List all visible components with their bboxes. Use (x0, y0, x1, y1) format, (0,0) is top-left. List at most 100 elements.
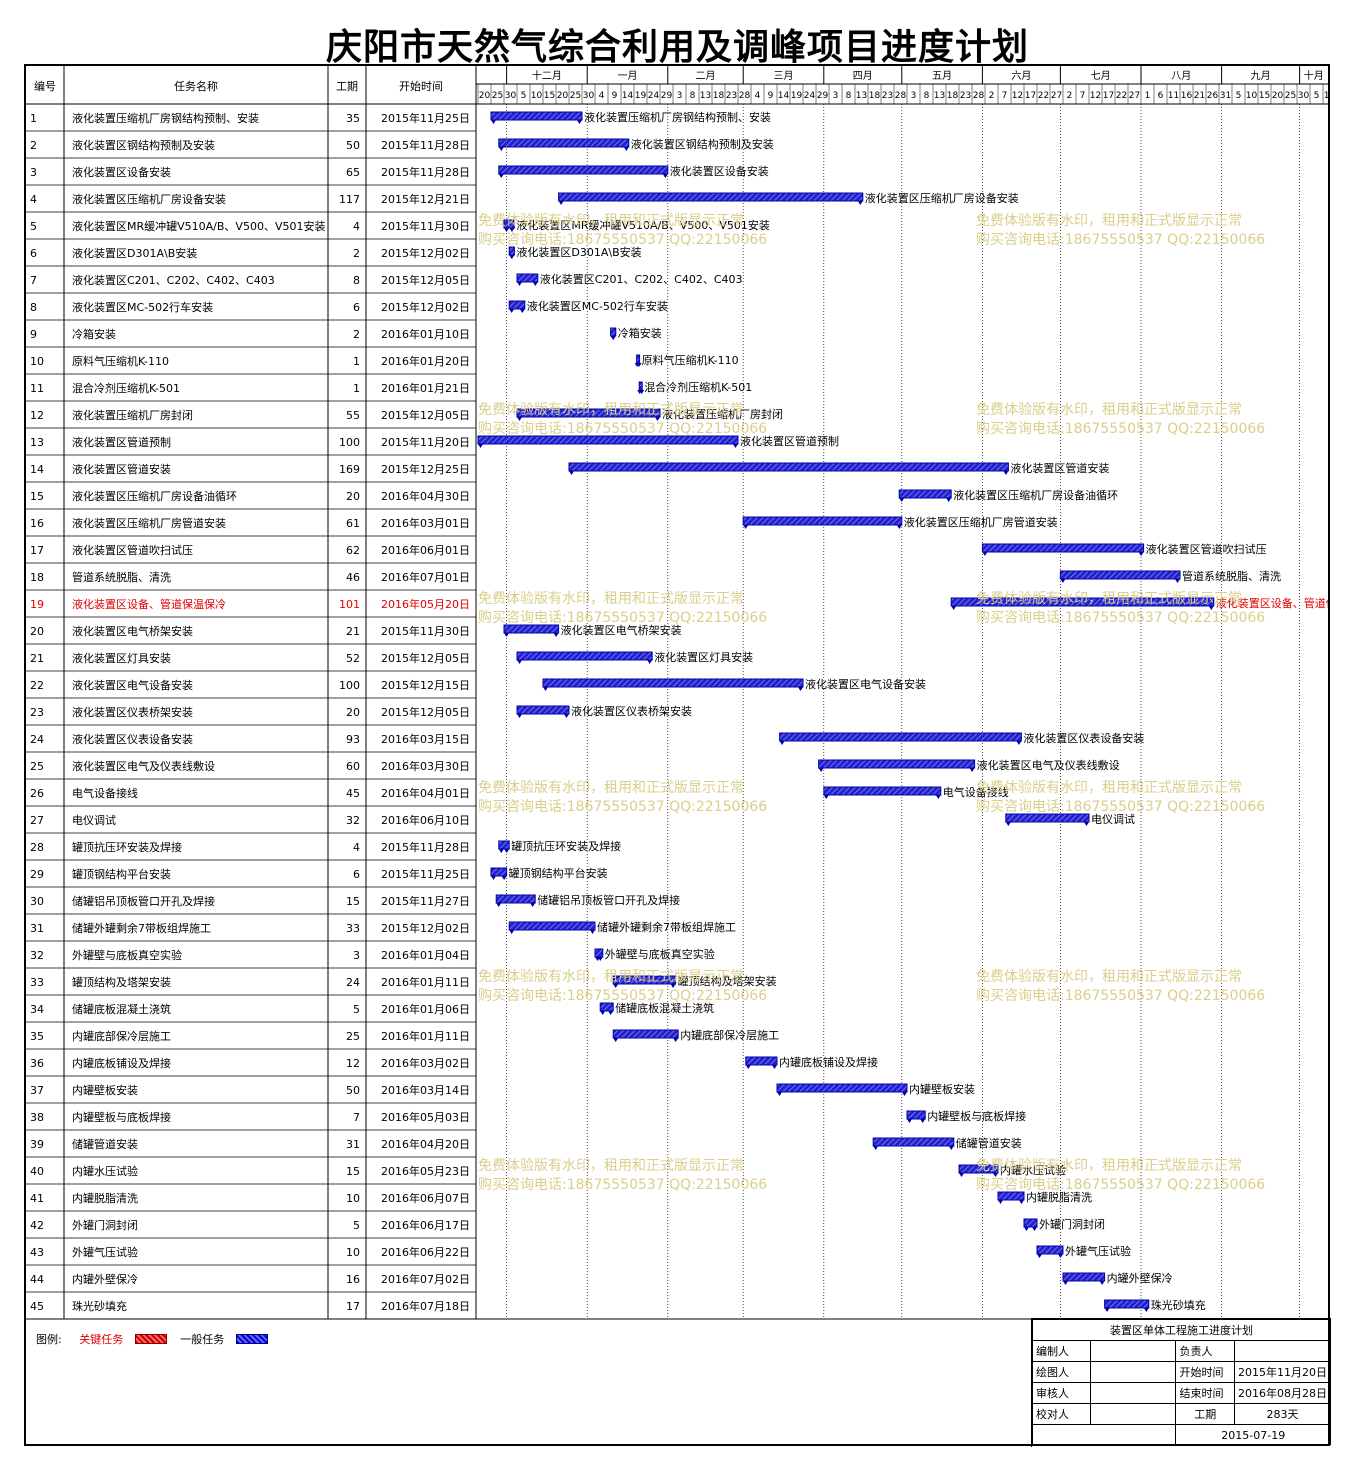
task-name: 液化装置区钢结构预制及安装 (72, 138, 215, 152)
task-bar-label: 内罐壁板与底板焊接 (927, 1109, 1026, 1123)
task-bar (898, 489, 952, 499)
task-bar-label: 内罐壁板安装 (909, 1082, 975, 1096)
task-id: 31 (30, 922, 44, 935)
month-label: 三月 (774, 70, 794, 82)
task-bar-end-marker (993, 1173, 998, 1177)
task-bar (490, 111, 583, 121)
task-bar (503, 219, 515, 229)
task-duration: 4 (353, 841, 360, 854)
task-name: 液化装置区仪表桥架安装 (72, 705, 193, 719)
task-start: 2015年12月02日 (381, 921, 470, 935)
day-tick-label: 25 (1285, 91, 1296, 101)
task-name: 液化装置区电气桥架安装 (72, 624, 193, 638)
day-tick-label: 11 (1168, 91, 1179, 101)
watermark-line2: 购买咨询电话:18675550537 QQ:22150066 (478, 988, 767, 1004)
task-bar-label: 液化装置区电气设备安装 (805, 677, 926, 691)
task-id: 27 (30, 814, 44, 827)
watermark-line2: 购买咨询电话:18675550537 QQ:22150066 (976, 232, 1265, 248)
task-start: 2015年12月05日 (381, 651, 470, 665)
task-start: 2016年01月20日 (381, 354, 470, 368)
day-tick-label: 19 (635, 91, 647, 101)
task-bar (568, 462, 1009, 472)
info-start-value: 2015年11月20日 (1234, 1361, 1331, 1383)
task-id: 42 (30, 1219, 44, 1232)
day-tick-label: 18 (947, 91, 959, 101)
task-start: 2016年01月11日 (381, 1029, 470, 1043)
task-bar-start-marker (509, 930, 515, 934)
task-id: 37 (30, 1084, 44, 1097)
day-tick-label: 6 (1158, 91, 1164, 101)
task-id: 34 (30, 1003, 44, 1016)
task-id: 15 (30, 490, 44, 503)
task-bar-end-marker (610, 336, 616, 340)
task-duration: 35 (346, 112, 360, 125)
task-bar-start-marker (504, 228, 509, 232)
task-bar (612, 1029, 679, 1039)
task-bar-label: 电气设备接线 (943, 785, 1009, 799)
task-name: 液化装置区压缩机厂房设备油循环 (72, 489, 237, 503)
day-tick-label: 30 (1298, 91, 1310, 101)
task-duration: 45 (346, 787, 360, 800)
task-bar-end-marker (857, 201, 863, 205)
task-name: 内罐底部保冷层施工 (72, 1029, 171, 1043)
task-id: 21 (30, 652, 44, 665)
task-start: 2015年11月28日 (381, 138, 470, 152)
day-tick-label: 1 (1145, 91, 1151, 101)
task-bar (599, 1002, 614, 1012)
task-bar-label: 罐顶结构及塔架安装 (678, 974, 777, 988)
task-duration: 15 (346, 1165, 360, 1178)
task-id: 28 (30, 841, 44, 854)
info-reviewer-value (1089, 1382, 1177, 1404)
info-editor-value (1089, 1340, 1177, 1362)
task-bar-end-marker (553, 633, 559, 637)
task-bar-label: 液化装置区电气及仪表线敷设 (977, 758, 1120, 772)
task-bar-end-marker (634, 363, 640, 367)
task-id: 29 (30, 868, 44, 881)
task-name: 液化装置区设备安装 (72, 165, 171, 179)
day-tick-label: 25 (492, 91, 503, 101)
task-bar-label: 液化装置区灯具安装 (654, 650, 753, 664)
day-tick-label: 3 (911, 91, 917, 101)
task-duration: 50 (346, 139, 360, 152)
task-bar-end-marker (896, 525, 902, 529)
watermark-line2: 购买咨询电话:18675550537 QQ:22150066 (976, 988, 1265, 1004)
task-bar-start-marker (517, 282, 522, 286)
task-bar-end-marker (772, 1065, 777, 1069)
task-bar-label: 储罐外罐剩余7带板组焊施工 (597, 920, 736, 934)
task-bar (776, 1083, 908, 1093)
task-id: 10 (30, 355, 44, 368)
task-bar-end-marker (1099, 1281, 1105, 1285)
task-id: 35 (30, 1030, 44, 1043)
task-bar-start-marker (558, 201, 564, 205)
header-start: 开始时间 (399, 79, 443, 93)
task-bar-end-marker (798, 687, 803, 691)
task-bar-start-marker (613, 984, 619, 988)
task-start: 2015年11月30日 (381, 219, 470, 233)
task-id: 26 (30, 787, 44, 800)
task-bar-start-marker (569, 471, 574, 475)
info-reviewer-label: 审核人 (1032, 1382, 1091, 1404)
day-tick-label: 12 (1012, 91, 1023, 101)
task-bar-label: 液化装置区设备安装 (670, 164, 769, 178)
day-tick-label: 17 (1103, 91, 1114, 101)
task-name: 内罐底板铺设及焊接 (72, 1056, 171, 1070)
task-bar-end-marker (577, 120, 582, 124)
task-duration: 52 (346, 652, 360, 665)
task-id: 4 (30, 193, 37, 206)
task-bar-start-marker (823, 795, 829, 799)
task-name: 珠光砂填充 (72, 1299, 127, 1313)
task-bar-end-marker (647, 660, 653, 664)
task-bar-end-marker (530, 903, 536, 907)
task-bar-start-marker (504, 633, 509, 637)
task-id: 8 (30, 301, 37, 314)
watermark-line1: 免费体验版有水印，租用和正式版显示正常 (976, 969, 1242, 985)
day-tick-label: 8 (846, 91, 852, 101)
day-tick-label: 13 (856, 91, 867, 101)
day-tick-label: 28 (895, 91, 907, 101)
header-name: 任务名称 (174, 79, 218, 93)
day-tick-label: 29 (817, 91, 829, 101)
task-bar-label: 内罐底板铺设及焊接 (779, 1055, 878, 1069)
info-owner-label: 负责人 (1175, 1340, 1235, 1362)
watermark-line2: 购买咨询电话:18675550537 QQ:22150066 (976, 421, 1265, 437)
task-bar (981, 543, 1145, 553)
